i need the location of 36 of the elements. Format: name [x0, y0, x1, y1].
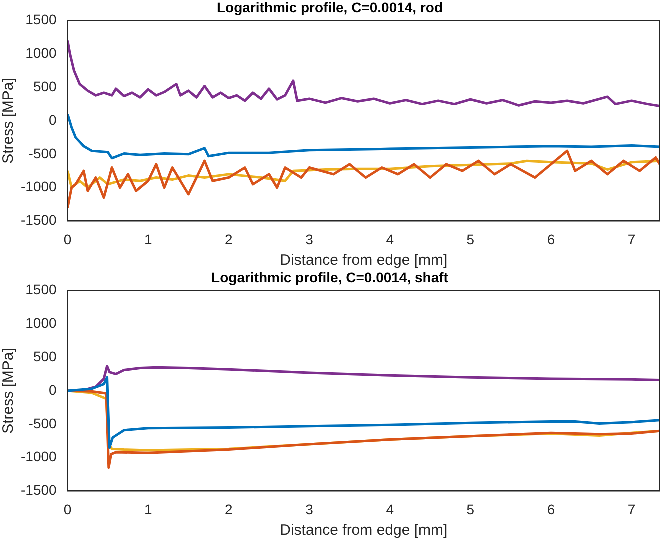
y-tick-label: -1000	[20, 448, 58, 465]
x-tick-label: 2	[225, 231, 234, 248]
y-tick-label: 0	[49, 382, 58, 398]
chart-title: Logarithmic profile, C=0.0014, shaft	[212, 269, 449, 286]
y-tick-label: 0	[49, 112, 58, 128]
x-tick-label: 1	[144, 501, 152, 518]
x-tick-label: 3	[306, 501, 314, 518]
x-tick-label: 7	[628, 501, 636, 518]
y-tick-label: -1000	[20, 178, 58, 195]
x-axis-title: Distance from edge [mm]	[280, 522, 448, 540]
x-tick-label: 4	[386, 501, 394, 518]
y-tick-label: -1500	[20, 482, 58, 498]
y-tick-label: 500	[33, 78, 58, 94]
x-tick-label: 2	[225, 501, 234, 518]
y-tick-label: -500	[28, 415, 58, 432]
y-tick-label: -500	[28, 145, 58, 162]
chart-title: Logarithmic profile, C=0.0014, rod	[216, 0, 444, 16]
y-tick-label: 1000	[26, 315, 58, 332]
y-axis-title: Stress [MPa]	[0, 78, 18, 164]
y-tick-label: 500	[33, 348, 58, 364]
x-tick-label: 6	[547, 231, 556, 248]
x-tick-label: 0	[64, 231, 72, 248]
x-tick-label: 1	[144, 231, 152, 248]
y-tick-label: 1500	[26, 282, 58, 298]
x-tick-label: 7	[628, 231, 636, 248]
x-axis-title: Distance from edge [mm]	[280, 252, 448, 270]
y-tick-label: 1500	[26, 12, 58, 28]
x-tick-label: 3	[306, 231, 314, 248]
x-tick-label: 0	[64, 501, 72, 518]
x-tick-label: 5	[466, 231, 475, 248]
x-tick-label: 6	[547, 501, 556, 518]
y-tick-label: 1000	[26, 45, 58, 62]
x-tick-label: 4	[386, 231, 394, 248]
y-axis-title: Stress [MPa]	[0, 348, 18, 434]
y-tick-label: -1500	[20, 212, 58, 228]
x-tick-label: 5	[466, 501, 475, 518]
